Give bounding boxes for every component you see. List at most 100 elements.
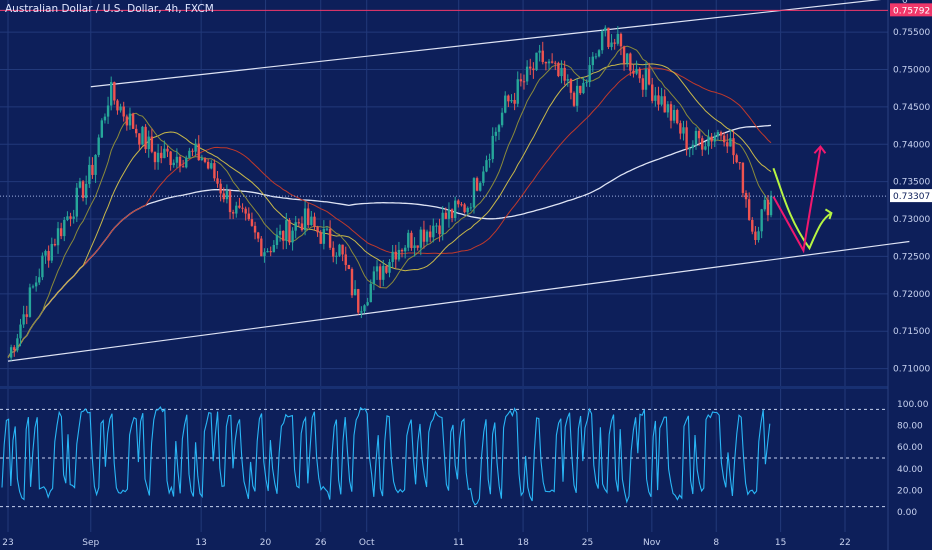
candle-body bbox=[247, 213, 250, 220]
candle-body bbox=[97, 137, 100, 155]
candle-body bbox=[203, 158, 207, 162]
candle-body bbox=[213, 163, 216, 179]
candle-body bbox=[178, 156, 182, 167]
candle-body bbox=[647, 69, 651, 85]
candle-body bbox=[676, 110, 679, 124]
candle-body bbox=[597, 50, 601, 57]
candle-body bbox=[632, 70, 635, 74]
candle-body bbox=[100, 120, 104, 138]
candle-body bbox=[450, 209, 454, 218]
candle-body bbox=[22, 314, 25, 325]
candle-body bbox=[63, 219, 66, 237]
candle-body bbox=[353, 289, 357, 296]
candle-body bbox=[166, 148, 169, 152]
candle-body bbox=[422, 229, 426, 242]
candle-body bbox=[116, 100, 119, 111]
candle-body bbox=[660, 96, 663, 105]
candles[interactable] bbox=[9, 25, 773, 361]
panel-separator bbox=[0, 386, 888, 389]
candle-body bbox=[291, 230, 294, 243]
candle-body bbox=[425, 231, 429, 242]
candle-body bbox=[485, 160, 488, 172]
candle-body bbox=[716, 132, 720, 137]
candle-body bbox=[554, 62, 557, 64]
candle-body bbox=[669, 104, 673, 121]
candle-body bbox=[181, 166, 185, 168]
candle-body bbox=[316, 226, 319, 233]
candle-body bbox=[113, 82, 116, 101]
candle-body bbox=[156, 152, 160, 163]
candle-body bbox=[260, 238, 263, 257]
candle-body bbox=[66, 216, 69, 220]
candle-body bbox=[504, 95, 507, 113]
candle-body bbox=[491, 135, 494, 160]
candle-body bbox=[651, 84, 654, 101]
time-tick-label: 8 bbox=[713, 538, 719, 548]
candle-body bbox=[225, 191, 229, 200]
resistance-price-tag bbox=[890, 3, 932, 17]
candle-body bbox=[763, 199, 766, 210]
price-tick-label: 0.74000 bbox=[893, 140, 930, 150]
candle-body bbox=[338, 244, 341, 256]
green-arrow-head bbox=[824, 208, 833, 220]
candle-body bbox=[563, 67, 566, 81]
candle-body bbox=[128, 113, 132, 126]
candle-body bbox=[500, 112, 504, 126]
candle-body bbox=[541, 50, 544, 62]
candle-body bbox=[463, 204, 466, 213]
time-tick-label: 22 bbox=[839, 538, 850, 548]
axis-top-label: 0 bbox=[902, 0, 908, 6]
candle-body bbox=[84, 183, 88, 198]
oscillator-tick-label: 40.00 bbox=[897, 465, 923, 475]
candle-body bbox=[622, 46, 626, 64]
candle-body bbox=[285, 220, 288, 241]
lower-channel-line bbox=[7, 240, 910, 362]
candle-body bbox=[235, 205, 238, 214]
price-axis[interactable]: 0.75500 0.75000 0.74500 0.74000 0.73500 0.730… bbox=[890, 0, 932, 375]
candle-body bbox=[607, 27, 610, 48]
candle-body bbox=[372, 271, 376, 284]
oscillator-tick-label: 20.00 bbox=[897, 486, 923, 496]
candle-body bbox=[616, 33, 620, 44]
candle-body bbox=[557, 62, 560, 77]
candle-body bbox=[619, 33, 623, 47]
trend-channel bbox=[0, 0, 910, 362]
candle-body bbox=[572, 92, 576, 106]
candle-body bbox=[613, 42, 616, 44]
candle-body bbox=[244, 208, 247, 214]
candle-body bbox=[697, 130, 701, 139]
time-tick-label: 15 bbox=[775, 538, 786, 548]
candle-body bbox=[497, 125, 501, 132]
candle-body bbox=[510, 99, 513, 102]
time-axis[interactable]: 23 Sep 13 20 26 Oct 11 18 25 Nov 8 15 22 bbox=[2, 538, 850, 548]
candle-body bbox=[256, 232, 260, 239]
candle-body bbox=[466, 207, 469, 213]
candle-body bbox=[241, 207, 244, 209]
candle-body bbox=[188, 150, 191, 158]
candle-body bbox=[635, 68, 638, 74]
candle-body bbox=[238, 205, 241, 208]
candle-body bbox=[169, 151, 172, 166]
candle-body bbox=[625, 53, 629, 64]
candle-body bbox=[103, 116, 107, 121]
candle-body bbox=[397, 249, 401, 260]
oscillator-tick-label: 100.00 bbox=[897, 400, 929, 410]
candle-body bbox=[216, 178, 219, 184]
candle-body bbox=[529, 66, 532, 69]
candle-body bbox=[288, 220, 291, 243]
candle-body bbox=[388, 262, 391, 273]
candle-body bbox=[410, 232, 413, 249]
candle-body bbox=[78, 181, 82, 188]
candle-body bbox=[726, 142, 729, 147]
candle-body bbox=[610, 42, 613, 48]
oscillator-panel[interactable] bbox=[0, 405, 888, 508]
candle-body bbox=[163, 148, 166, 159]
candle-body bbox=[94, 154, 97, 175]
price-tick-label: 0.73000 bbox=[893, 215, 930, 225]
oscillator-axis: 100.00 80.00 60.00 40.00 20.00 0.00 bbox=[897, 400, 929, 518]
candle-body bbox=[357, 289, 360, 313]
oscillator-tick-label: 80.00 bbox=[897, 422, 923, 432]
candle-body bbox=[335, 255, 338, 257]
candle-body bbox=[266, 251, 269, 253]
candle-body bbox=[307, 208, 310, 225]
